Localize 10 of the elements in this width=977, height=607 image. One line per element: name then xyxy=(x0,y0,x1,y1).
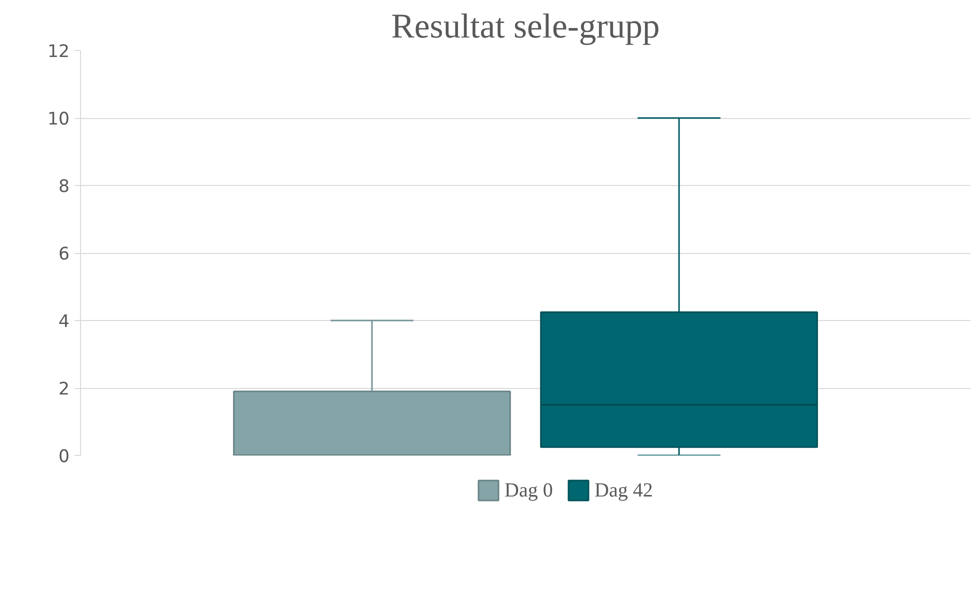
y-tick-label: 2 xyxy=(58,380,70,400)
y-tick-label: 0 xyxy=(58,447,70,467)
legend-label: Dag 0 xyxy=(504,480,553,502)
chart-title: Resultat sele-grupp xyxy=(391,8,660,46)
y-tick-label: 6 xyxy=(58,244,70,264)
y-tick-label: 4 xyxy=(58,312,70,332)
y-tick-label: 8 xyxy=(58,177,70,197)
legend-label: Dag 42 xyxy=(594,480,653,502)
y-tick-label: 10 xyxy=(47,110,70,130)
y-tick-label: 12 xyxy=(47,42,70,62)
